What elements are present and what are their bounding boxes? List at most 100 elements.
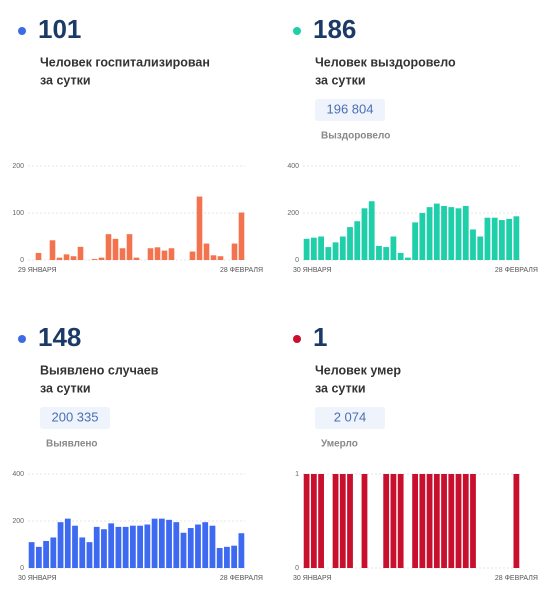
bar xyxy=(433,203,440,260)
bar xyxy=(448,474,455,568)
caption: за сутки xyxy=(315,73,366,87)
x-tick-label: 30 ЯНВАРЯ xyxy=(293,575,332,582)
bar xyxy=(224,546,230,568)
bar xyxy=(412,474,419,568)
bar xyxy=(101,529,107,568)
bar xyxy=(112,238,119,260)
y-tick-label: 0 xyxy=(295,565,299,572)
bar xyxy=(217,256,224,260)
bar xyxy=(64,518,71,568)
total-box xyxy=(40,407,110,429)
bar xyxy=(49,240,56,260)
bar xyxy=(448,207,455,260)
bar xyxy=(506,218,513,260)
bar xyxy=(35,252,42,260)
bar xyxy=(196,196,203,260)
bar xyxy=(151,518,158,568)
x-tick-label: 28 ФЕВРАЛЯ xyxy=(220,267,263,274)
bar xyxy=(210,255,217,260)
bar xyxy=(119,248,126,260)
y-tick-label: 400 xyxy=(12,471,24,478)
bar xyxy=(513,474,520,568)
bar xyxy=(332,242,339,260)
bar xyxy=(115,526,122,568)
bar xyxy=(412,222,419,260)
total-label: Выявлено xyxy=(46,439,98,450)
status-dot xyxy=(18,335,26,343)
total-value: 196 804 xyxy=(327,101,374,116)
bar xyxy=(491,217,498,260)
caption: за сутки xyxy=(315,381,366,395)
y-tick-label: 0 xyxy=(295,257,299,264)
bar xyxy=(238,212,245,260)
bar xyxy=(354,221,361,260)
bar xyxy=(332,474,339,568)
bar xyxy=(189,251,196,260)
bar xyxy=(368,201,375,260)
caption: за сутки xyxy=(40,73,91,87)
bar xyxy=(50,537,57,568)
bar xyxy=(347,227,353,260)
headline-value: 148 xyxy=(38,322,81,352)
bar xyxy=(477,236,484,260)
bar xyxy=(455,208,462,260)
total-label: Выздоровело xyxy=(321,131,390,142)
bar xyxy=(462,205,469,260)
bar xyxy=(209,525,216,568)
total-label: Умерло xyxy=(321,439,358,450)
bar xyxy=(419,474,426,568)
status-dot xyxy=(293,27,301,35)
bar xyxy=(91,259,98,260)
bar xyxy=(325,247,332,260)
y-tick-label: 200 xyxy=(12,518,24,525)
y-tick-label: 0 xyxy=(20,257,24,264)
bar xyxy=(79,537,86,568)
bar xyxy=(441,474,447,568)
bar xyxy=(126,234,133,260)
bar xyxy=(57,522,64,568)
bar xyxy=(310,237,317,260)
y-tick-label: 200 xyxy=(12,163,24,170)
bar xyxy=(499,220,505,260)
bar xyxy=(122,526,129,568)
total-value: 200 335 xyxy=(52,409,99,424)
bar xyxy=(397,474,404,568)
bar xyxy=(390,474,397,568)
bar xyxy=(147,248,154,260)
bar xyxy=(63,254,70,260)
headline-value: 1 xyxy=(313,322,327,352)
bar xyxy=(426,474,433,568)
bar xyxy=(216,548,223,568)
bar xyxy=(361,474,368,568)
bar xyxy=(318,236,324,260)
bar xyxy=(195,524,201,568)
bar xyxy=(133,257,140,260)
caption: Человек госпитализирован xyxy=(40,55,210,69)
headline-value: 101 xyxy=(38,14,81,44)
total-box xyxy=(315,407,385,429)
bar xyxy=(173,522,180,568)
bar xyxy=(470,229,476,260)
bar xyxy=(56,257,63,260)
bar xyxy=(203,243,210,260)
bar xyxy=(238,533,245,568)
bar xyxy=(339,236,346,260)
bar xyxy=(339,474,346,568)
caption: Человек умер xyxy=(315,363,401,377)
bar xyxy=(376,245,382,260)
y-tick-label: 1 xyxy=(295,471,299,478)
bar xyxy=(144,524,151,568)
y-tick-label: 400 xyxy=(287,163,299,170)
caption: Выявлено случаев xyxy=(40,363,159,377)
bar xyxy=(441,205,447,260)
bar xyxy=(383,247,390,260)
bar xyxy=(166,519,172,568)
bar xyxy=(168,248,175,260)
bar xyxy=(86,542,93,568)
bar xyxy=(462,474,469,568)
bar xyxy=(303,474,310,568)
bar xyxy=(347,474,353,568)
bar xyxy=(310,474,317,568)
bar xyxy=(484,217,491,260)
